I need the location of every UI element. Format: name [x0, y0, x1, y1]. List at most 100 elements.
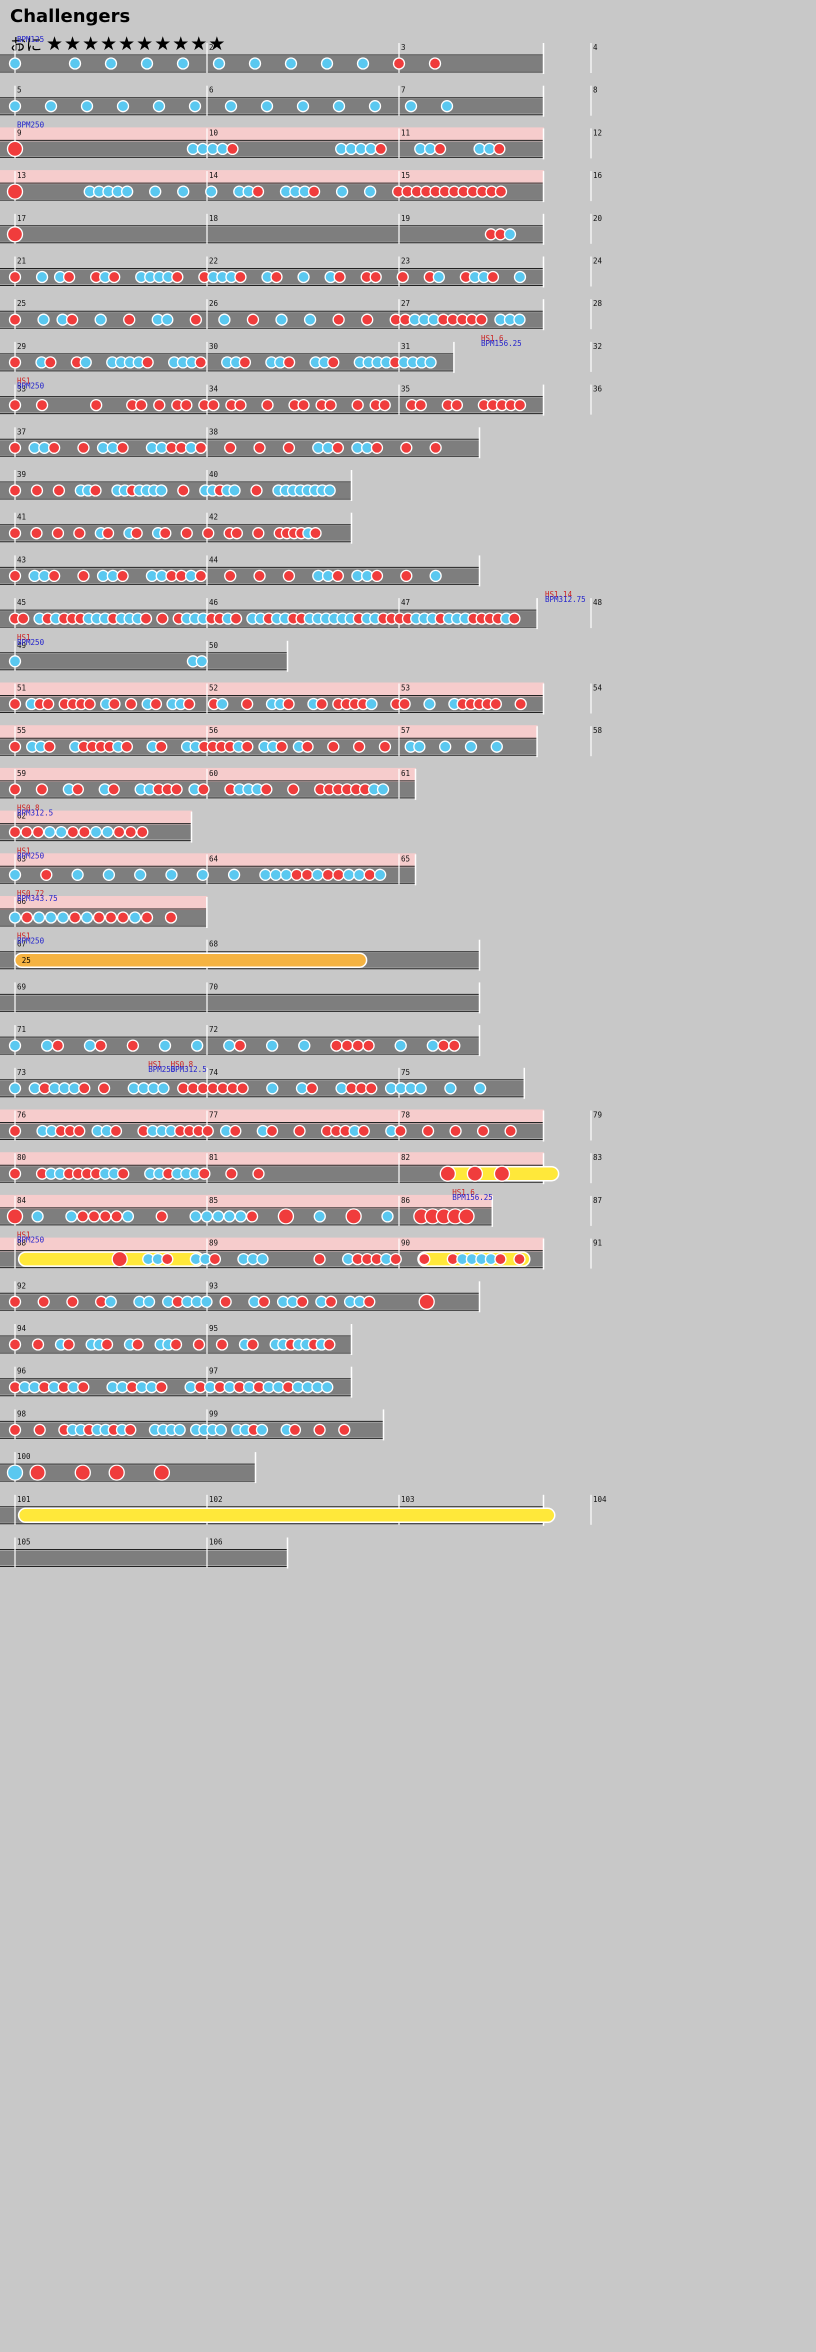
ka-note: [303, 313, 317, 326]
don-note: [489, 697, 502, 711]
ka-note: [224, 100, 238, 113]
ka-note: [189, 1210, 202, 1223]
ka-note: [473, 1082, 487, 1095]
ka-note: [269, 868, 282, 881]
bar-number: 91: [593, 1239, 602, 1248]
chart-row: 92 93: [0, 1281, 481, 1313]
don-note: [8, 825, 22, 839]
ka-note: [320, 57, 334, 70]
bar-number: 48: [593, 598, 603, 607]
don-note: [396, 270, 409, 284]
lane: [0, 1166, 544, 1182]
chart-row: 80 81 82 83: [0, 1152, 602, 1185]
chart-row: 98 99: [0, 1409, 385, 1441]
don-note: [327, 740, 340, 753]
don-note: [8, 1423, 22, 1437]
bpm-label: BPM250: [17, 1236, 45, 1245]
don-note: [208, 1252, 222, 1266]
ka-note: [89, 825, 103, 839]
ka-note: [464, 740, 478, 753]
don-note: [250, 484, 263, 497]
ka-note: [8, 911, 22, 924]
don-note: [126, 1039, 140, 1052]
ka-note: [32, 911, 46, 924]
don-note: [321, 868, 335, 881]
don-note: [282, 441, 296, 454]
bar-number: 34: [209, 385, 219, 394]
bpm-label: BPM250: [17, 638, 45, 647]
ka-note: [503, 228, 517, 241]
bar-number: 18: [209, 214, 219, 223]
song-title: Challengers: [10, 6, 131, 27]
chart-row: 94 95: [0, 1324, 353, 1355]
don-note: [51, 527, 65, 540]
bar-number: 100: [17, 1452, 31, 1461]
bar-number: 21: [17, 257, 26, 266]
don-note: [253, 569, 266, 583]
don-note: [117, 1167, 130, 1180]
don-note: [450, 398, 464, 412]
don-note: [257, 1295, 271, 1308]
big-don-note: [29, 1464, 46, 1481]
bar-number: 94: [17, 1324, 27, 1333]
don-note: [297, 398, 310, 412]
ka-note: [116, 100, 130, 113]
don-note: [123, 313, 136, 326]
ka-note: [332, 100, 346, 113]
don-note: [35, 783, 49, 796]
don-note: [378, 740, 392, 753]
ka-note: [297, 270, 310, 284]
song-header: Challengers おに ★★★★★★★★★★: [10, 6, 226, 56]
bar-number: 10: [209, 128, 219, 137]
big-don-note: [466, 1165, 484, 1182]
big-don-note: [418, 1293, 435, 1310]
ka-note: [149, 185, 162, 198]
ka-note: [321, 1381, 334, 1394]
big-don-note: [153, 1464, 171, 1481]
don-note: [20, 911, 34, 924]
don-note: [238, 356, 252, 369]
bar-number: 96: [17, 1367, 27, 1376]
chart-row: 100: [0, 1452, 257, 1484]
lane: [0, 141, 544, 157]
don-note: [77, 1381, 90, 1394]
bar-number: 4: [593, 43, 598, 52]
ka-note: [134, 868, 147, 881]
big-ka-note: [6, 1464, 24, 1481]
don-note: [270, 270, 283, 284]
ka-note: [68, 57, 82, 70]
ka-note: [65, 1210, 78, 1223]
ka-note: [79, 356, 92, 369]
scroll-speed-label: HS1: [17, 377, 31, 386]
don-note: [108, 270, 121, 284]
ka-note: [444, 1082, 457, 1095]
bar-number: 37: [17, 427, 26, 436]
ka-note: [311, 868, 324, 881]
ka-note: [260, 100, 274, 113]
drumroll: [17, 1507, 556, 1524]
don-note: [338, 1423, 351, 1437]
don-note: [374, 142, 387, 156]
bar-number: 63: [17, 854, 26, 863]
don-note: [78, 825, 91, 839]
don-note: [194, 441, 208, 454]
don-note: [230, 527, 243, 540]
bar-number: 105: [17, 1538, 31, 1547]
bar-number: 7: [401, 86, 406, 95]
don-note: [30, 527, 43, 540]
don-note: [92, 911, 106, 924]
don-note: [109, 1124, 123, 1138]
ka-note: [342, 868, 355, 881]
chart-row: 37 38: [0, 427, 481, 459]
bar-number: 43: [17, 555, 26, 564]
ka-note: [228, 484, 241, 497]
don-note: [246, 313, 260, 326]
bar-number: 86: [401, 1196, 411, 1205]
don-note: [301, 740, 314, 753]
bar-number: 12: [593, 128, 602, 137]
don-note: [327, 356, 340, 369]
chart-row: 51 52 53 54: [0, 682, 603, 715]
don-note: [421, 1124, 435, 1138]
ka-note: [223, 1210, 236, 1223]
